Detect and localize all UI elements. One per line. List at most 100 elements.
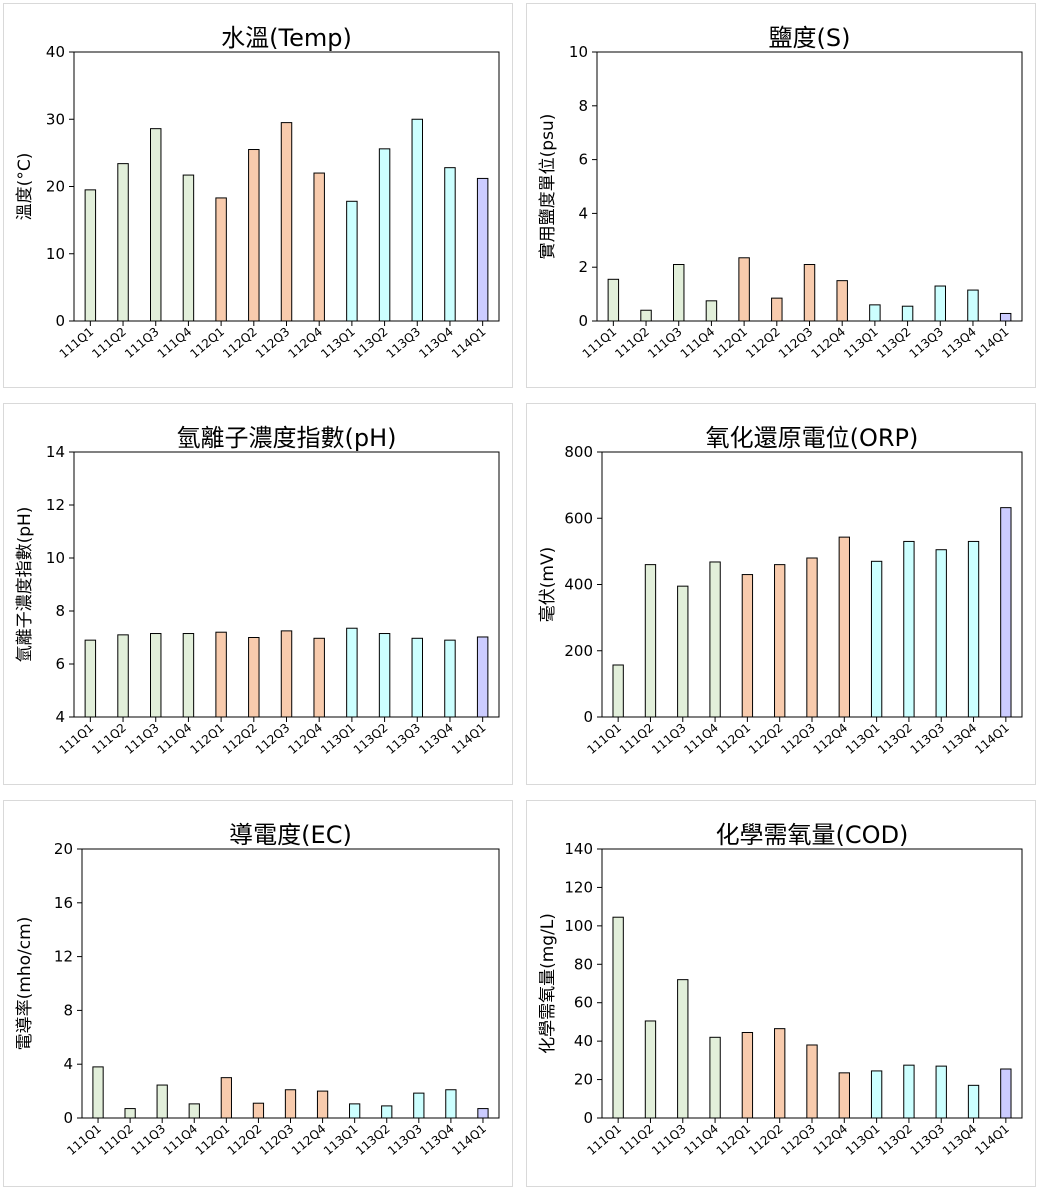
x-tick-label: 112Q1 [710, 325, 750, 361]
bar [612, 916, 624, 1119]
bar [252, 1102, 265, 1119]
chart-panel-temp: 水溫(Temp) 溫度(°C) 0 10 20 30 40 111Q1 111Q2 111Q3 11… [3, 3, 513, 388]
bar [284, 1089, 297, 1119]
chart-svg: 化學需氧量(COD) 化學需氧量(mg/L) 0 20 40 60 80 100 120 140 1… [538, 821, 1023, 1158]
x-tick-label: 111Q2 [96, 1122, 136, 1158]
x-tick-label: 111Q4 [681, 1122, 721, 1158]
x-tick-label: 113Q3 [908, 721, 948, 757]
bar [411, 118, 423, 322]
chart-title: 氧化還原電位(ORP) [706, 424, 919, 452]
bar [188, 1103, 200, 1119]
y-tick-label: 140 [564, 840, 593, 858]
bar [411, 637, 423, 718]
bar [445, 1089, 457, 1119]
bar [117, 634, 129, 718]
x-tick-label: 113Q3 [384, 325, 424, 361]
bar [215, 197, 227, 322]
bar [673, 264, 685, 322]
x-tick-label: 112Q1 [187, 721, 227, 757]
x-tick-label: 112Q1 [714, 721, 754, 757]
chart-title: 氫離子濃度指數(pH) [176, 424, 396, 452]
chart-svg: 鹽度(S)實用鹽度單位(psu)0246810111Q1111Q2111Q311… [538, 24, 1023, 361]
x-tick-label: 113Q3 [384, 721, 424, 757]
x-tick-label: 113Q4 [417, 1122, 457, 1158]
chart-title: 化學需氧量(COD) [716, 821, 909, 849]
x-tick-label: 111Q4 [161, 1122, 201, 1158]
chart-svg: 氧化還原電位(ORP) 毫伏(mV) 0 200 400 600 800 111Q1111Q2… [538, 424, 1023, 757]
bar [124, 1108, 136, 1119]
chart-panel-cod: 化學需氧量(COD) 化學需氧量(mg/L) 0 20 40 60 80 100 120 140 1… [526, 800, 1036, 1187]
x-tick-label: 112Q4 [285, 721, 325, 757]
y-tick-label: 200 [564, 642, 593, 660]
bar [803, 264, 816, 322]
bar [182, 633, 195, 718]
plot-area-frame [73, 51, 500, 322]
chart-svg: 氫離子濃度指數(pH)氫離子濃度指數(pH)468101214111Q1111Q… [15, 424, 500, 757]
bar [313, 172, 325, 322]
y-tick-label: 120 [564, 878, 593, 896]
y-tick-label: 4 [578, 204, 588, 222]
y-tick-label: 20 [574, 1071, 593, 1089]
x-tick-label: 112Q2 [220, 721, 260, 757]
bar [738, 257, 750, 322]
chart-svg: 導電度(EC)電導率(mho/cm)048121620111Q1111Q2111… [15, 821, 500, 1158]
y-tick-label: 20 [46, 178, 65, 196]
bar [870, 1070, 883, 1119]
bar [869, 304, 881, 322]
bar [248, 149, 260, 322]
x-tick-label: 112Q1 [193, 1122, 233, 1158]
x-tick-label: 114Q1 [972, 1122, 1012, 1158]
x-tick-label: 112Q4 [811, 721, 851, 757]
x-tick-label: 112Q3 [253, 721, 293, 757]
bar [741, 574, 754, 718]
bar [771, 297, 783, 322]
x-tick-label: 112Q3 [776, 325, 816, 361]
bar [280, 122, 293, 322]
x-tick-label: 112Q3 [778, 1122, 818, 1158]
y-axis-label: 電導率(mho/cm) [15, 917, 35, 1051]
x-tick-label: 111Q2 [89, 325, 129, 361]
plot-area-frame [73, 451, 500, 718]
y-tick-label: 0 [55, 312, 65, 330]
x-tick-label: 113Q2 [351, 325, 391, 361]
x-tick-label: 111Q1 [584, 721, 624, 757]
y-axis-label: 氫離子濃度指數(pH) [15, 507, 35, 663]
x-tick-label: 113Q3 [908, 1122, 948, 1158]
bar [967, 540, 980, 718]
x-tick-label: 112Q2 [746, 721, 786, 757]
y-tick-label: 12 [46, 496, 65, 514]
bar [215, 631, 227, 718]
x-tick-label: 111Q4 [681, 721, 721, 757]
y-tick-label: 10 [569, 43, 588, 61]
y-tick-label: 40 [46, 43, 65, 61]
bar [1000, 507, 1012, 718]
bar [316, 1090, 329, 1119]
bar [709, 561, 721, 718]
y-tick-label: 2 [578, 258, 588, 276]
x-tick-label: 114Q1 [449, 1122, 489, 1158]
y-tick-label: 4 [55, 708, 65, 726]
x-tick-label: 112Q4 [811, 1122, 851, 1158]
y-tick-label: 6 [55, 655, 65, 673]
bar [280, 630, 293, 718]
bar [444, 167, 456, 322]
y-tick-label: 6 [578, 151, 588, 169]
y-tick-label: 800 [564, 443, 593, 461]
bar [709, 1036, 721, 1119]
x-tick-label: 114Q1 [972, 325, 1012, 361]
x-tick-label: 112Q3 [253, 325, 293, 361]
bar [378, 633, 391, 718]
y-tick-label: 10 [46, 245, 65, 263]
bar [870, 560, 883, 718]
plot-area-frame [81, 848, 500, 1119]
bar [644, 1020, 657, 1119]
x-tick-label: 111Q1 [584, 1122, 624, 1158]
x-tick-label: 113Q1 [321, 1122, 361, 1158]
bar [774, 1028, 786, 1119]
bar [346, 200, 358, 322]
y-tick-label: 4 [63, 1055, 73, 1073]
bar [838, 1072, 850, 1119]
bar [806, 1044, 818, 1119]
y-tick-label: 0 [63, 1109, 73, 1127]
chart-panel-ph: 氫離子濃度指數(pH) 氫離子濃度指數(pH) 4 6 8 10 12 14 111Q1 111Q… [3, 403, 513, 785]
